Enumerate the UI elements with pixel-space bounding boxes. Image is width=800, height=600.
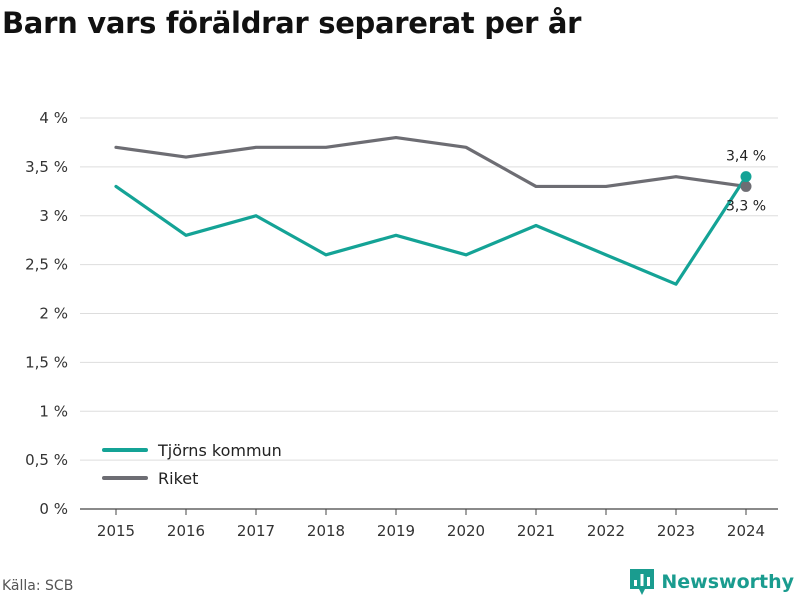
brand-logo[interactable]: Newsworthy [629, 568, 794, 596]
x-tick-label: 2023 [657, 522, 695, 540]
y-tick-label: 3 % [39, 207, 68, 225]
y-tick-label: 2,5 % [25, 256, 68, 274]
y-tick-label: 2 % [39, 305, 68, 323]
legend: Tjörns kommun Riket [102, 441, 282, 488]
x-tick-label: 2024 [727, 522, 765, 540]
x-tick-label: 2015 [97, 522, 135, 540]
x-tick-label: 2016 [167, 522, 205, 540]
end-points [740, 171, 752, 192]
end-point-tjorn [740, 171, 752, 183]
source-note: Källa: SCB [2, 578, 74, 594]
y-tick-label: 0,5 % [25, 451, 68, 469]
data-label: 3,3 % [726, 198, 766, 214]
x-tick-label: 2019 [377, 522, 415, 540]
series-line-tjorn [114, 175, 748, 286]
y-tick-label: 1 % [39, 402, 68, 420]
end-point-riket [740, 180, 752, 192]
grid-lines [80, 117, 778, 510]
x-axis-ticks: 2015 2016 2017 2018 2019 2020 2021 2022 2023 2024 [97, 509, 765, 540]
series-lines [114, 135, 748, 286]
y-axis-ticks: 0 % 0,5 % 1 % 1,5 % 2 % 2,5 % 3 % 3,5 % 4 % [25, 109, 68, 518]
data-label: 3,4 % [726, 149, 766, 165]
legend-label: Tjörns kommun [157, 441, 282, 460]
brand-name: Newsworthy [661, 571, 794, 593]
y-tick-label: 1,5 % [25, 353, 68, 371]
y-tick-label: 4 % [39, 109, 68, 127]
x-tick-label: 2021 [517, 522, 555, 540]
x-tick-label: 2022 [587, 522, 625, 540]
legend-label: Riket [158, 469, 198, 488]
x-tick-label: 2017 [237, 522, 275, 540]
x-tick-label: 2018 [307, 522, 345, 540]
data-labels: 3,4 % 3,3 % [726, 149, 766, 215]
y-tick-label: 3,5 % [25, 158, 68, 176]
x-tick-label: 2020 [447, 522, 485, 540]
y-tick-label: 0 % [39, 500, 68, 518]
newsworthy-logo-icon [630, 569, 655, 595]
chart-title: Barn vars föräldrar separerat per år [2, 6, 582, 40]
series-line-riket [114, 135, 748, 189]
